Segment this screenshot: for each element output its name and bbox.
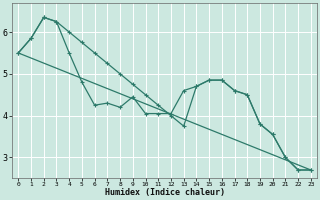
X-axis label: Humidex (Indice chaleur): Humidex (Indice chaleur) (105, 188, 225, 197)
